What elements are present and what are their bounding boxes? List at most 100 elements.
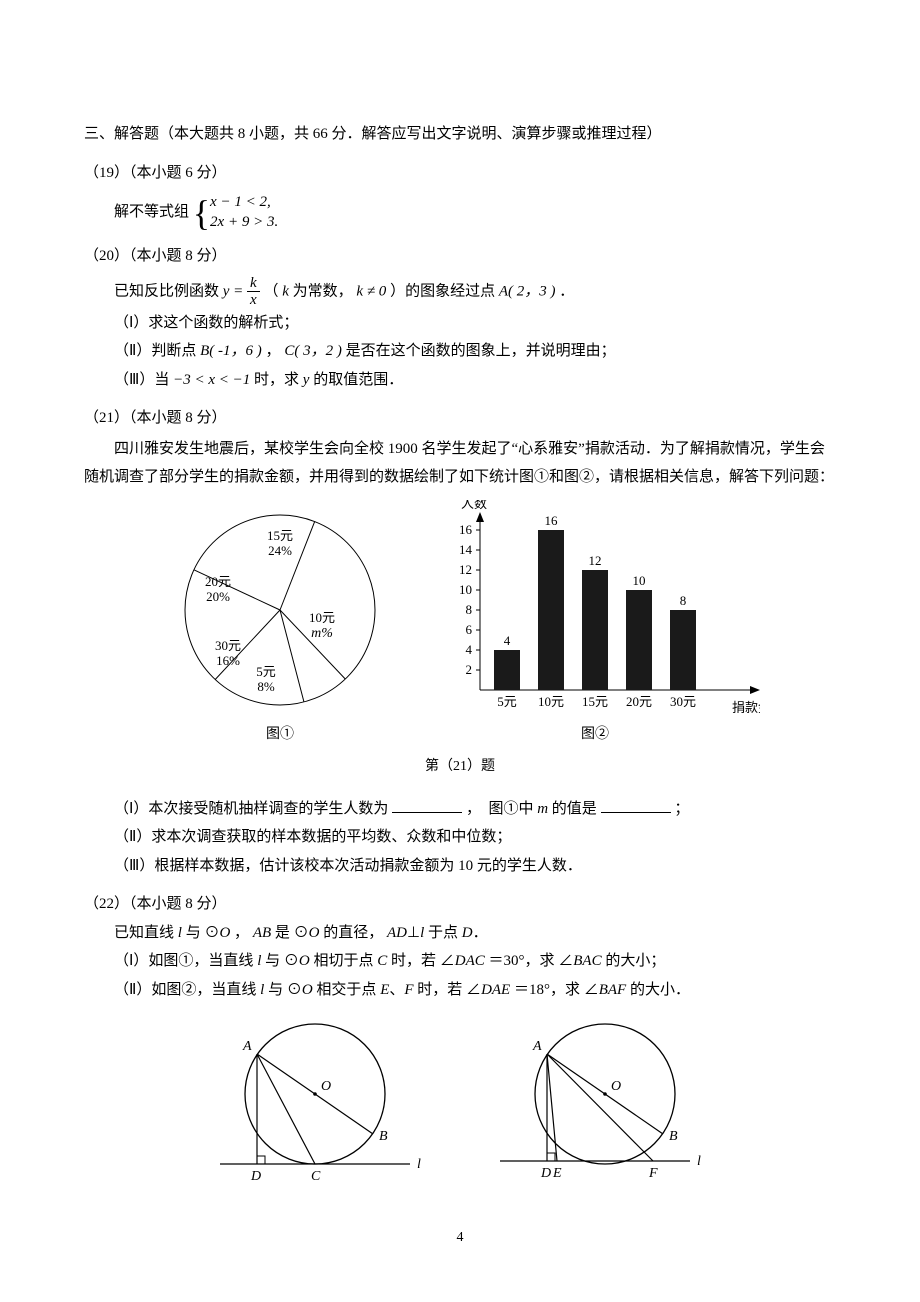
q22-p2d: 时，若 ∠ (417, 982, 481, 998)
svg-text:l: l (417, 1157, 421, 1172)
svg-text:6: 6 (466, 622, 473, 637)
q21-blank2[interactable] (601, 797, 671, 813)
q21-p1c: 的值是 (548, 801, 597, 817)
q22-l0a: 已知直线 (114, 925, 178, 941)
svg-text:4: 4 (466, 642, 473, 657)
q22-p2-F: F (404, 982, 413, 998)
svg-text:5元: 5元 (256, 664, 276, 679)
svg-text:10: 10 (633, 573, 646, 588)
question-19: （19）（本小题 6 分） 解不等式组 { x − 1 < 2, 2x + 9 … (84, 159, 836, 233)
q21-head: （21）（本小题 8 分） (84, 404, 836, 433)
q22-p1-C: C (377, 953, 387, 969)
svg-text:12: 12 (459, 562, 472, 577)
q22-l2: l (420, 925, 424, 941)
q22-l0d: 是 ⊙ (275, 925, 309, 941)
q20-p3rng: −3 < x < −1 (173, 372, 250, 388)
svg-text:15元: 15元 (267, 528, 293, 543)
q20-head: （20）（本小题 8 分） (84, 242, 836, 271)
svg-text:16: 16 (545, 513, 559, 528)
q22-AD: AD (387, 925, 407, 941)
q22-perp: ⊥ (407, 925, 420, 941)
q21-pie-wrap: 15元24%10元m%5元8%30元16%20元20% 图① (160, 500, 400, 749)
svg-text:10元: 10元 (309, 610, 335, 625)
q20-yeq: y = (223, 283, 247, 299)
q20-p1: （Ⅰ）求这个函数的解析式； (84, 309, 836, 338)
question-22: （22）（本小题 8 分） 已知直线 l 与 ⊙O ， AB 是 ⊙O 的直径，… (84, 890, 836, 1189)
q20-C: C( 3，2 ) (284, 343, 342, 359)
q22-l0e: 的直径， (323, 925, 383, 941)
q20-p3b: 时，求 (254, 372, 303, 388)
q20-pointA: A( 2，3 ) (499, 283, 556, 299)
q20-frac-den: x (247, 292, 260, 309)
svg-text:D: D (250, 1169, 261, 1184)
svg-text:16%: 16% (216, 653, 240, 668)
q22-p2c: 相交于点 (316, 982, 380, 998)
q22-p2f: 的大小． (630, 982, 690, 998)
q22-p1d: 时，若 ∠ (391, 953, 455, 969)
svg-text:m%: m% (311, 626, 333, 641)
q22-BAC: BAC (573, 953, 601, 969)
q20-p2b: ， (266, 343, 281, 359)
q22-p2a: （Ⅱ）如图②，当直线 (114, 982, 260, 998)
q20-B: B( -1，6 ) (200, 343, 262, 359)
q20-p3c: 的取值范围． (313, 372, 403, 388)
q22-l0c: ， (234, 925, 249, 941)
q21-p3: （Ⅲ）根据样本数据，估计该校本次活动捐款金额为 10 元的学生人数． (84, 852, 836, 881)
q22-p1-l: l (257, 953, 261, 969)
q21-figure-row: 15元24%10元m%5元8%30元16%20元20% 图① 246810121… (84, 500, 836, 749)
svg-text:4: 4 (504, 633, 511, 648)
svg-text:12: 12 (589, 553, 602, 568)
q20-p2c: 是否在这个函数的图象上，并说明理由； (346, 343, 616, 359)
svg-text:8: 8 (680, 593, 687, 608)
q20-text-c: 为常数， (289, 283, 353, 299)
svg-text:16: 16 (459, 522, 473, 537)
svg-text:5元: 5元 (497, 694, 517, 709)
svg-text:O: O (321, 1079, 331, 1094)
svg-text:15元: 15元 (582, 694, 608, 709)
q22-p1-O: O (299, 953, 310, 969)
svg-text:10元: 10元 (538, 694, 564, 709)
q21-main-caption: 第（21）题 (84, 754, 836, 781)
q20-p3y: y (303, 372, 310, 388)
q20-period: ． (559, 283, 574, 299)
svg-text:B: B (669, 1129, 678, 1144)
q19-prompt: 解不等式组 (114, 204, 189, 220)
svg-text:A: A (242, 1039, 252, 1054)
q22-p1f: 的大小； (605, 953, 665, 969)
q21-pie-caption: 图① (160, 722, 400, 749)
q22-p2e: ＝18°，求 ∠ (514, 982, 599, 998)
q22-l0b: 与 ⊙ (186, 925, 220, 941)
svg-text:l: l (697, 1154, 701, 1169)
q19-head: （19）（本小题 6 分） (84, 159, 836, 188)
q20-frac: k x (247, 275, 260, 309)
q21-bar-wrap: 246810121416人数捐款金额45元1610元1215元1020元830元… (430, 500, 760, 749)
svg-text:30元: 30元 (670, 694, 696, 709)
q22-O2: O (309, 925, 320, 941)
q21-para-text: 四川雅安发生地震后，某校学生会向全校 1900 名学生发起了“心系雅安”捐款活动… (84, 435, 836, 492)
q19-eq2: 2x + 9 > 3. (210, 214, 278, 230)
q20-k: k (282, 283, 289, 299)
svg-text:20元: 20元 (626, 694, 652, 709)
q22-DAC: DAC (455, 953, 485, 969)
q22-D: D (462, 925, 473, 941)
svg-text:D: D (540, 1166, 551, 1181)
q22-p1b: 与 ⊙ (265, 953, 299, 969)
q19-eq1: x − 1 < 2, (210, 194, 271, 210)
q19-system: { x − 1 < 2, 2x + 9 > 3. (193, 193, 278, 232)
q21-para: 四川雅安发生地震后，某校学生会向全校 1900 名学生发起了“心系雅安”捐款活动… (84, 435, 836, 492)
q22-period: ． (473, 925, 488, 941)
q20-frac-num: k (247, 275, 260, 293)
svg-text:C: C (311, 1169, 321, 1184)
q20-text-b: （ (263, 283, 282, 299)
q20-text-a: 已知反比例函数 (114, 283, 223, 299)
q22-p1c: 相切于点 (313, 953, 377, 969)
svg-text:20元: 20元 (205, 574, 231, 589)
q21-blank1[interactable] (392, 797, 462, 813)
q22-AB: AB (253, 925, 271, 941)
q21-bar-caption: 图② (430, 722, 760, 749)
svg-text:8: 8 (466, 602, 473, 617)
q22-l0f: 于点 (428, 925, 462, 941)
svg-text:O: O (611, 1079, 621, 1094)
q22-BAF: BAF (599, 982, 627, 998)
q20-p2a: （Ⅱ）判断点 (114, 343, 200, 359)
